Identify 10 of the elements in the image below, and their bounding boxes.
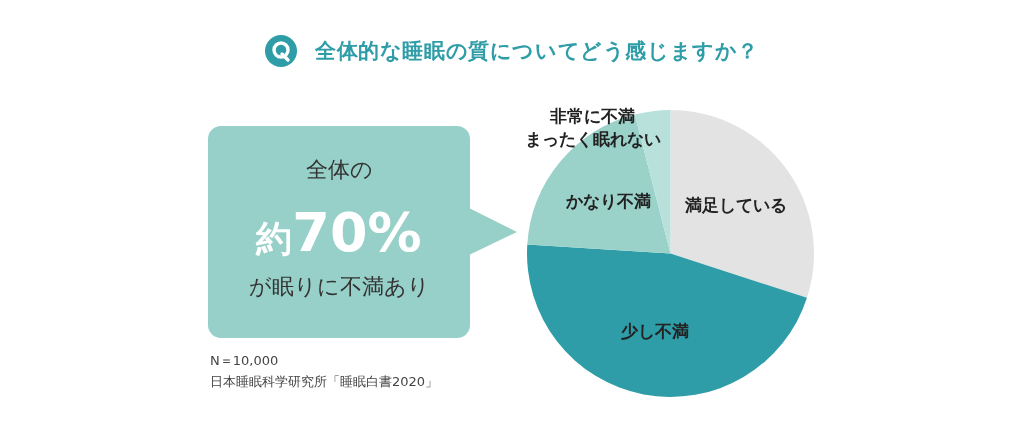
slice-label: 少し不満 — [621, 320, 690, 341]
text: 全体の — [304, 156, 374, 184]
text: N＝10,000 — [210, 352, 279, 370]
text: が眠りに不満あり — [247, 273, 431, 301]
slice-label: 満足している — [683, 194, 787, 215]
chart-title: 全体的な睡眠の質についてどう感じますか？ — [315, 38, 759, 65]
slice-label: 非常に不満まったく眠れない — [524, 105, 661, 149]
text: 日本睡眠科学研究所「睡眠白書2020」 — [210, 373, 439, 391]
text: 約70% — [254, 201, 423, 266]
slice-label: かなり不満 — [565, 190, 652, 211]
